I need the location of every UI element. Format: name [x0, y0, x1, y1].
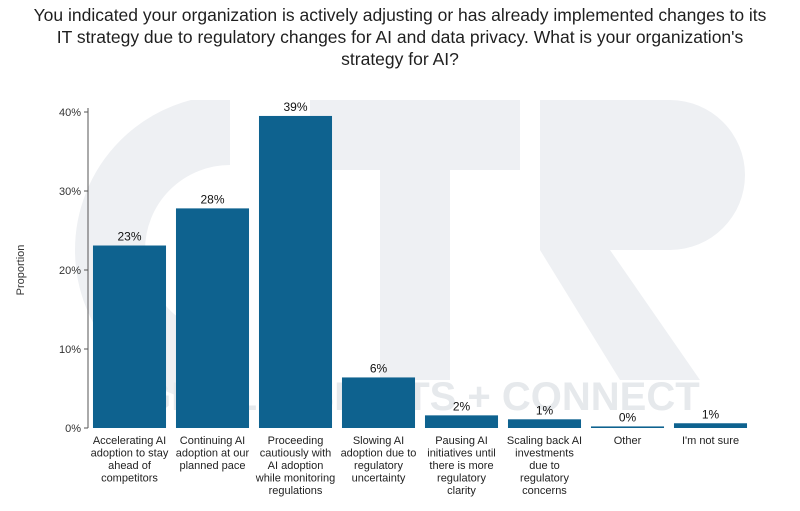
x-category-label: clarity: [447, 485, 476, 497]
x-category-label: competitors: [101, 473, 158, 485]
x-category-label: AI adoption: [268, 460, 324, 472]
x-category-label: adoption to stay: [91, 448, 169, 460]
title-line-2: IT strategy due to regulatory changes fo…: [56, 27, 744, 47]
x-category-label: initiatives until: [427, 448, 495, 460]
bar-value-label: 28%: [200, 192, 224, 206]
x-category-label: I'm not sure: [682, 435, 739, 447]
x-category-label: there is more: [429, 460, 493, 472]
x-category-label: Scaling back AI: [507, 435, 582, 447]
y-tick-label: 0%: [65, 423, 81, 435]
x-category-label: regulatory: [520, 473, 569, 485]
x-category-label: Proceeding: [268, 435, 324, 447]
x-category-label: cautiously with: [260, 448, 332, 460]
bar: [258, 115, 333, 428]
x-category-label: Other: [614, 435, 642, 447]
x-category-label: adoption at our: [176, 448, 250, 460]
x-category-label: regulatory: [354, 460, 403, 472]
title-line-1: You indicated your organization is activ…: [33, 5, 767, 25]
bar-value-label: 39%: [283, 100, 307, 114]
x-category-label: Pausing AI: [435, 435, 488, 447]
x-category-label: adoption due to: [341, 448, 417, 460]
x-category-label: planned pace: [179, 460, 245, 472]
bar: [507, 419, 582, 428]
x-category-label: ahead of: [108, 460, 152, 472]
x-category-label: uncertainty: [352, 473, 406, 485]
x-category-label: regulatory: [437, 473, 486, 485]
bar-value-label: 2%: [453, 399, 471, 413]
bar: [424, 415, 499, 428]
y-tick-label: 40%: [59, 107, 81, 119]
y-tick-label: 20%: [59, 265, 81, 277]
x-category-label: concerns: [522, 485, 567, 497]
bar: [175, 208, 250, 428]
bar: [341, 377, 416, 428]
bar-value-label: 0%: [619, 410, 637, 424]
bar-value-label: 1%: [536, 403, 554, 417]
bar: [92, 245, 167, 428]
x-category-label: Continuing AI: [180, 435, 245, 447]
bar: [673, 423, 748, 428]
x-category-label: due to: [529, 460, 560, 472]
x-category-label: Accelerating AI: [93, 435, 166, 447]
y-tick-label: 10%: [59, 344, 81, 356]
y-axis-label: Proportion: [15, 245, 27, 296]
bar-value-label: 1%: [702, 407, 720, 421]
x-category-label: investments: [515, 448, 574, 460]
x-category-label: while monitoring: [255, 473, 335, 485]
chart-title: You indicated your organization is activ…: [0, 4, 800, 70]
bar-value-label: 23%: [117, 230, 141, 244]
x-category-label: regulations: [269, 485, 323, 497]
bar: [590, 426, 665, 428]
x-category-label: Slowing AI: [353, 435, 404, 447]
title-line-3: strategy for AI?: [341, 49, 459, 69]
y-tick-label: 30%: [59, 186, 81, 198]
bar-value-label: 6%: [370, 361, 388, 375]
